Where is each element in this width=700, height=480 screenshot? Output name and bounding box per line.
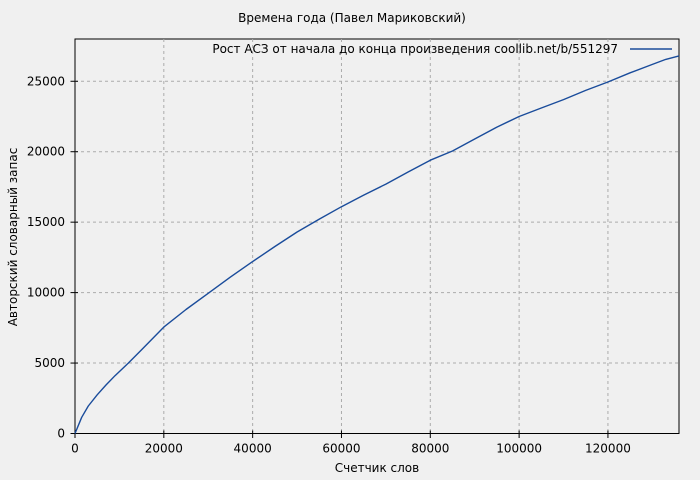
- x-tick-labels: 0 20000 40000 60000 80000 100000 120000: [71, 442, 631, 456]
- x-tick-label: 20000: [145, 442, 183, 456]
- y-tick-label: 0: [57, 427, 65, 441]
- x-tick-label: 0: [71, 442, 79, 456]
- y-tick-label: 20000: [27, 145, 65, 159]
- x-tick-label: 100000: [496, 442, 542, 456]
- series-curve: [74, 55, 680, 434]
- y-tick-label: 10000: [27, 286, 65, 300]
- x-tick-label: 60000: [322, 442, 360, 456]
- x-tick-label: 80000: [411, 442, 449, 456]
- legend: Рост АСЗ от начала до конца произведения…: [212, 42, 672, 56]
- y-tick-labels: 0 5000 10000 15000 20000 25000: [27, 74, 65, 440]
- chart-title: Времена года (Павел Мариковский): [238, 11, 466, 25]
- y-tick-label: 25000: [27, 74, 65, 88]
- y-tick-label: 15000: [27, 215, 65, 229]
- legend-entry-label: Рост АСЗ от начала до конца произведения…: [212, 42, 618, 56]
- y-axis-label: Авторский словарный запас: [6, 148, 20, 327]
- vocabulary-growth-curve: [74, 55, 680, 434]
- x-axis-label: Счетчик слов: [335, 461, 419, 475]
- x-tick-label: 40000: [234, 442, 272, 456]
- grid-lines: [75, 39, 679, 434]
- y-tick-label: 5000: [34, 356, 65, 370]
- x-tick-label: 120000: [585, 442, 631, 456]
- plot-area: [74, 38, 680, 434]
- axis-ticks: [70, 80, 609, 438]
